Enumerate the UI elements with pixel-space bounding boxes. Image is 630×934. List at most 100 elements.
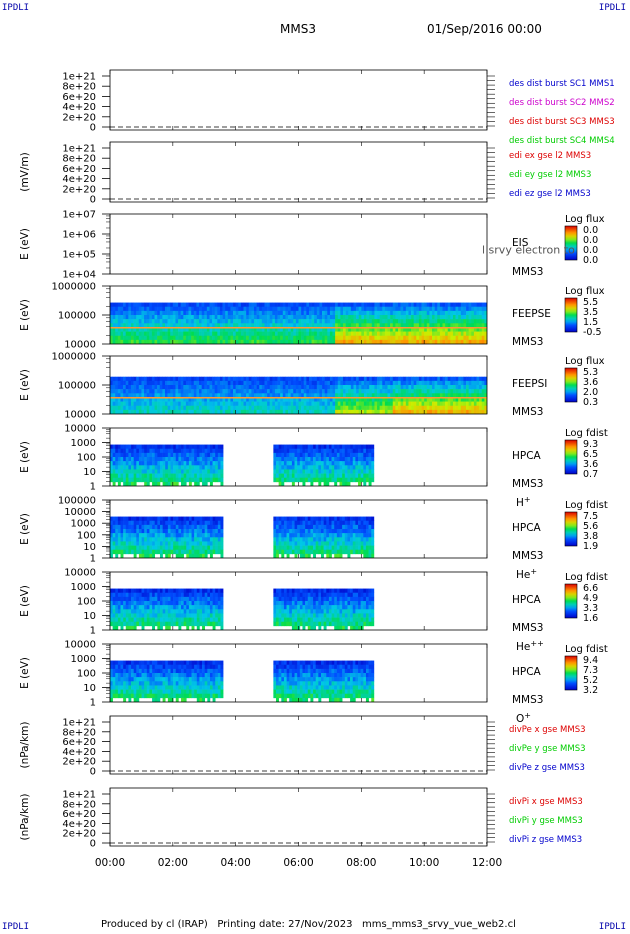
spectrogram-cell <box>390 376 394 382</box>
spectrogram-cell <box>269 405 273 411</box>
spectrogram-cell <box>175 553 179 558</box>
spectrogram-cell <box>379 405 383 411</box>
spectrogram-cell <box>246 405 250 411</box>
spectrogram-cell <box>209 465 213 470</box>
spectrogram-cell <box>288 405 291 411</box>
spectrogram-cell <box>170 549 174 555</box>
spectrogram-cell <box>117 520 121 526</box>
spectrogram-cell <box>264 323 268 328</box>
spectrogram-cell <box>146 380 150 386</box>
spectrogram-cell <box>183 444 187 450</box>
spectrogram-cell <box>261 405 265 411</box>
spectrogram-cell <box>273 448 277 454</box>
spectrogram-cell <box>337 302 341 308</box>
spectrogram-cell <box>267 310 270 316</box>
spectrogram-cell <box>141 553 145 558</box>
spectrogram-cell <box>230 405 234 411</box>
spectrogram-cell <box>408 339 412 344</box>
spectrogram-cell <box>322 409 325 414</box>
spectrogram-cell <box>274 335 278 341</box>
spectrogram-cell <box>416 315 420 320</box>
spectrogram-cell <box>138 310 142 316</box>
spectrogram-cell <box>196 327 200 332</box>
spectrogram-cell <box>340 319 344 324</box>
spectrogram-cell <box>277 306 281 312</box>
spectrogram-cell <box>133 592 137 598</box>
spectrogram-cell <box>136 448 140 454</box>
spectrogram-cell <box>273 516 277 522</box>
spectrogram-cell <box>152 469 156 474</box>
spectrogram-cell <box>125 592 129 598</box>
spectrogram-cell <box>329 310 333 316</box>
spectrogram-cell <box>172 306 176 312</box>
spectrogram-cell <box>191 605 195 610</box>
spectrogram-cell <box>387 315 391 320</box>
spectrogram-cell <box>246 323 250 328</box>
spectrogram-cell <box>434 385 438 390</box>
spectrogram-cell <box>390 380 394 386</box>
spectrogram-cell <box>416 393 420 398</box>
spectrogram-cell <box>110 596 113 602</box>
spectrogram-cell <box>214 401 218 407</box>
spectrogram-cell <box>181 545 184 551</box>
spectrogram-cell <box>447 393 451 398</box>
spectrogram-cell <box>439 335 443 341</box>
spectrogram-cell <box>366 380 370 386</box>
spectrogram-cell <box>460 401 464 407</box>
spectrogram-cell <box>233 323 236 328</box>
spectrogram-cell <box>384 335 388 341</box>
spectrogram-cell <box>418 376 422 382</box>
spectrogram-cell <box>363 335 367 341</box>
spectrogram-cell <box>350 469 354 474</box>
spectrogram-cell <box>178 520 182 526</box>
spectrogram-cell <box>291 545 295 551</box>
spectrogram-cell <box>144 596 148 602</box>
spectrogram-cell <box>131 524 134 530</box>
spectrogram-cell <box>256 339 260 344</box>
spectrogram-cell <box>429 389 433 394</box>
spectrogram-cell <box>429 306 433 312</box>
spectrogram-cell <box>167 393 171 398</box>
spectrogram-cell <box>363 457 367 462</box>
spectrogram-cell <box>167 452 171 458</box>
spectrogram-cell <box>481 319 485 324</box>
spectrogram-cell <box>123 481 127 486</box>
spectrogram-cell <box>110 401 113 407</box>
spectrogram-cell <box>191 549 195 555</box>
spectrogram-cell <box>395 339 399 344</box>
spectrogram-cell <box>152 520 156 526</box>
spectrogram-cell <box>413 306 417 312</box>
spectrogram-cell <box>264 302 268 308</box>
spectrogram-cell <box>363 302 367 308</box>
spectrogram-cell <box>473 393 477 398</box>
spectrogram-cell <box>286 541 290 546</box>
spectrogram-cell <box>154 389 158 394</box>
spectrogram-cell <box>165 516 169 522</box>
spectrogram-cell <box>154 613 158 618</box>
spectrogram-cell <box>343 389 346 394</box>
spectrogram-cell <box>130 327 134 332</box>
spectrogram-cell <box>264 306 268 312</box>
spectrogram-cell <box>164 397 168 402</box>
spectrogram-cell <box>207 533 211 538</box>
spectrogram-cell <box>138 541 142 546</box>
spectrogram-cell <box>269 323 273 328</box>
spectrogram-cell <box>170 473 174 479</box>
spectrogram-cell <box>371 389 375 394</box>
spectrogram-cell <box>191 529 195 534</box>
spectrogram-cell <box>458 389 462 394</box>
spectrogram-cell <box>131 461 134 466</box>
spectrogram-cell <box>146 609 150 614</box>
spectrogram-cell <box>276 469 279 474</box>
spectrogram-cell <box>269 393 273 398</box>
spectrogram-cell <box>339 465 343 470</box>
spectrogram-cell <box>115 520 119 526</box>
spectrogram-cell <box>133 520 137 526</box>
spectrogram-cell <box>447 405 451 411</box>
spectrogram-cell <box>442 302 446 308</box>
spectrogram-cell <box>146 516 150 522</box>
spectrogram-cell <box>356 310 360 316</box>
spectrogram-cell <box>303 397 307 402</box>
spectrogram-cell <box>397 306 401 312</box>
spectrogram-cell <box>450 315 454 320</box>
